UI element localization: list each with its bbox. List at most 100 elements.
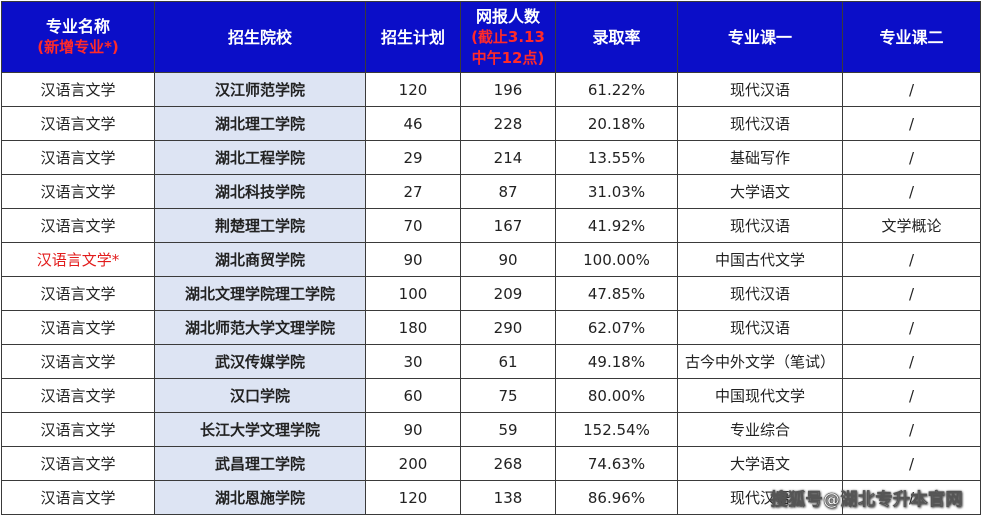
applicants-cell: 59 [460,412,556,447]
major-cell: 汉语言文学 [1,106,155,141]
table-body: 汉语言文学 汉江师范学院 120 196 61.22% 现代汉语 / 汉语言文学 湖北理工学院 4… [1,72,981,515]
applicants-cell: 196 [460,72,556,107]
school-cell: 湖北恩施学院 [154,480,366,515]
plan-cell: 120 [365,72,461,107]
header-major: 专业名称 (新增专业*) [1,1,155,73]
table-row: 汉语言文学 湖北理工学院 46 228 20.18% 现代汉语 / [1,106,981,141]
major-cell: 汉语言文学 [1,446,155,481]
rate-cell: 31.03% [555,174,678,209]
school-cell: 汉江师范学院 [154,72,366,107]
header-plan: 招生计划 [365,1,461,73]
course2-cell: / [842,72,981,107]
course2-cell: 文学概论 [842,208,981,243]
header-rate: 录取率 [555,1,678,73]
table-row: 汉语言文学 武汉传媒学院 30 61 49.18% 古今中外文学（笔试） / [1,344,981,379]
applicants-cell: 209 [460,276,556,311]
school-cell: 荆楚理工学院 [154,208,366,243]
applicants-cell: 138 [460,480,556,515]
course2-cell: / [842,310,981,345]
major-cell: 汉语言文学 [1,344,155,379]
applicants-cell: 87 [460,174,556,209]
rate-cell: 62.07% [555,310,678,345]
header-applicants-note-1: (截止3.13 [471,27,545,46]
header-applicants-note-2: 中午12点) [471,48,545,67]
school-cell: 湖北工程学院 [154,140,366,175]
table-row: 汉语言文学 汉口学院 60 75 80.00% 中国现代文学 / [1,378,981,413]
plan-cell: 29 [365,140,461,175]
course1-cell: 中国古代文学 [677,242,843,277]
course1-cell: 现代汉语 [677,72,843,107]
applicants-cell: 228 [460,106,556,141]
school-cell: 湖北文理学院理工学院 [154,276,366,311]
table-row: 汉语言文学 湖北恩施学院 120 138 86.96% 现代汉语 / [1,480,981,515]
applicants-cell: 167 [460,208,556,243]
rate-cell: 100.00% [555,242,678,277]
course2-cell: / [842,242,981,277]
header-major-note: (新增专业*) [37,38,119,56]
school-cell: 长江大学文理学院 [154,412,366,447]
plan-cell: 90 [365,412,461,447]
table-row: 汉语言文学 武昌理工学院 200 268 74.63% 大学语文 / [1,446,981,481]
rate-cell: 20.18% [555,106,678,141]
course1-cell: 大学语文 [677,446,843,481]
rate-cell: 49.18% [555,344,678,379]
plan-cell: 60 [365,378,461,413]
applicants-cell: 214 [460,140,556,175]
header-applicants: 网报人数 (截止3.13 中午12点) [460,1,556,73]
table-row: 汉语言文学 汉江师范学院 120 196 61.22% 现代汉语 / [1,72,981,107]
major-cell: 汉语言文学 [1,72,155,107]
rate-cell: 80.00% [555,378,678,413]
major-cell: 汉语言文学 [1,378,155,413]
major-cell: 汉语言文学 [1,412,155,447]
course2-cell: / [842,276,981,311]
major-cell: 汉语言文学 [1,174,155,209]
school-cell: 武汉传媒学院 [154,344,366,379]
applicants-cell: 61 [460,344,556,379]
course1-cell: 古今中外文学（笔试） [677,344,843,379]
plan-cell: 46 [365,106,461,141]
course1-cell: 基础写作 [677,140,843,175]
applicants-cell: 290 [460,310,556,345]
applicants-cell: 75 [460,378,556,413]
major-cell: 汉语言文学 [1,276,155,311]
header-major-label: 专业名称 [45,17,110,36]
course1-cell: 大学语文 [677,174,843,209]
table-row: 汉语言文学* 湖北商贸学院 90 90 100.00% 中国古代文学 / [1,242,981,277]
plan-cell: 27 [365,174,461,209]
header-course2: 专业课二 [842,1,981,73]
applicants-cell: 268 [460,446,556,481]
major-cell: 汉语言文学 [1,310,155,345]
rate-cell: 74.63% [555,446,678,481]
course2-cell: / [842,344,981,379]
plan-cell: 70 [365,208,461,243]
watermark: 搜狐号@湖北专升本官网 [770,490,963,511]
school-cell: 武昌理工学院 [154,446,366,481]
course2-cell: / [842,106,981,141]
course2-cell: / [842,480,981,515]
course1-cell: 专业综合 [677,412,843,447]
plan-cell: 200 [365,446,461,481]
course2-cell: / [842,412,981,447]
plan-cell: 120 [365,480,461,515]
plan-cell: 100 [365,276,461,311]
table-row: 汉语言文学 荆楚理工学院 70 167 41.92% 现代汉语 文学概论 [1,208,981,243]
header-row: 专业名称 (新增专业*) 招生院校 招生计划 网报人数 (截止3.13 中午12… [1,1,981,73]
major-cell: 汉语言文学 [1,208,155,243]
course1-cell: 现代汉语 [677,106,843,141]
table-row: 汉语言文学 长江大学文理学院 90 59 152.54% 专业综合 / [1,412,981,447]
plan-cell: 90 [365,242,461,277]
rate-cell: 152.54% [555,412,678,447]
plan-cell: 180 [365,310,461,345]
table-row: 汉语言文学 湖北工程学院 29 214 13.55% 基础写作 / [1,140,981,175]
plan-cell: 30 [365,344,461,379]
course2-cell: / [842,446,981,481]
table-row: 汉语言文学 湖北师范大学文理学院 180 290 62.07% 现代汉语 / [1,310,981,345]
course2-cell: / [842,174,981,209]
course1-cell: 现代汉语 [677,480,843,515]
rate-cell: 41.92% [555,208,678,243]
course1-cell: 现代汉语 [677,208,843,243]
major-cell: 汉语言文学* [1,242,155,277]
school-cell: 湖北商贸学院 [154,242,366,277]
rate-cell: 61.22% [555,72,678,107]
header-school: 招生院校 [154,1,366,73]
